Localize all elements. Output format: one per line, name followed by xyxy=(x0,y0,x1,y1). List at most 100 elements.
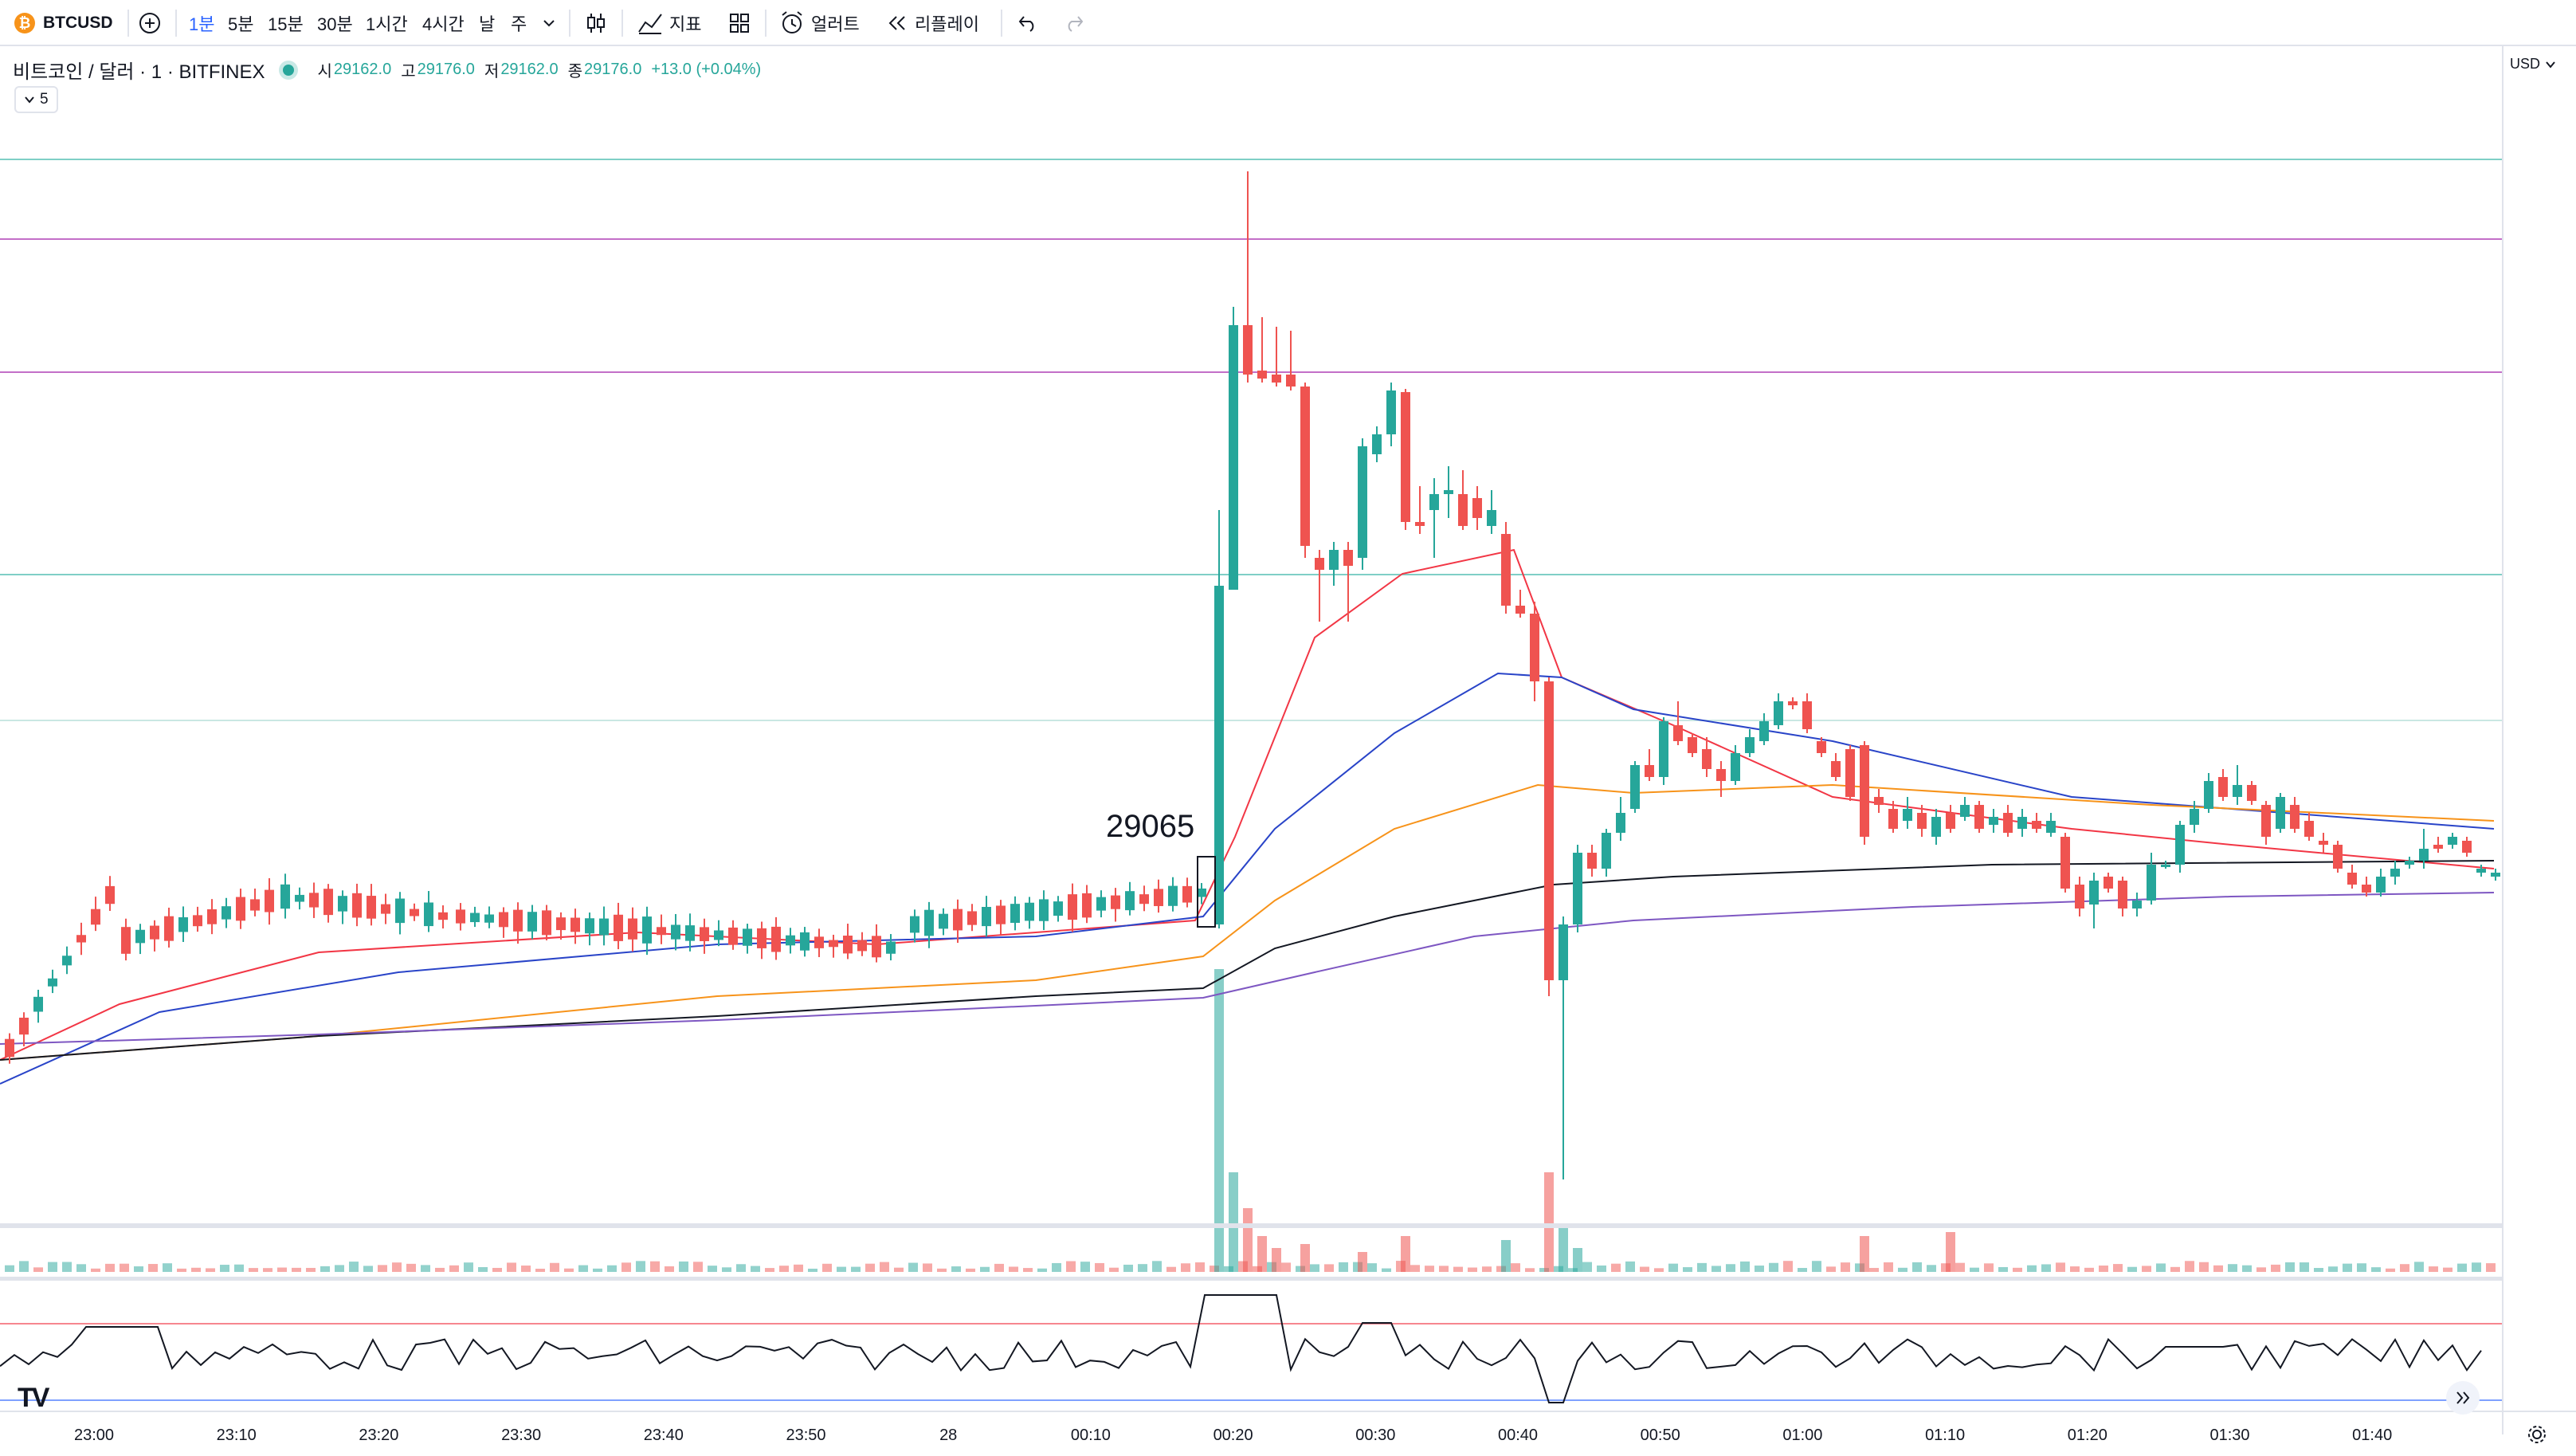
add-symbol-button[interactable] xyxy=(134,0,166,46)
moving-average-line xyxy=(0,548,2495,1061)
candle-body xyxy=(671,924,680,940)
moving-average-line xyxy=(0,892,2495,1045)
candle-body xyxy=(2032,821,2041,829)
volume-bar xyxy=(1152,1261,1162,1272)
volume-bar xyxy=(1640,1266,1649,1272)
candle-body xyxy=(700,927,709,941)
candle-body xyxy=(105,885,115,905)
candle-body xyxy=(513,909,523,932)
symbol-title[interactable]: 비트코인 / 달러 · 1 · BITFINEX xyxy=(13,61,265,83)
candle-body xyxy=(1358,446,1367,558)
volume-bar xyxy=(406,1263,416,1272)
candlesticks xyxy=(5,171,2500,1179)
volume-bars xyxy=(5,969,2496,1272)
interval-day[interactable]: 날 xyxy=(479,14,496,34)
candle-body xyxy=(982,907,991,927)
legend-collapse-button[interactable]: 5 xyxy=(14,86,58,113)
pane-separator[interactable] xyxy=(0,1223,2502,1228)
replay-button[interactable]: 리플레이 xyxy=(886,0,979,46)
toolbar-divider xyxy=(175,10,177,37)
volume-bar xyxy=(263,1268,272,1272)
volume-bar xyxy=(1683,1267,1692,1272)
candle-body xyxy=(1745,737,1755,753)
rsi-line xyxy=(0,1294,2482,1403)
low-label: 저 xyxy=(484,63,500,80)
chart-type-button[interactable] xyxy=(580,0,612,46)
interval-5m[interactable]: 5분 xyxy=(228,14,254,34)
volume-bar xyxy=(937,1268,947,1272)
moving-average-line xyxy=(0,860,2495,1061)
candle-body xyxy=(800,932,810,951)
layouts-button[interactable] xyxy=(723,0,755,46)
volume-bar xyxy=(2056,1262,2065,1272)
chart-legend: 비트코인 / 달러 · 1 · BITFINEX 시 29162.0 고 291… xyxy=(13,56,770,84)
candle-body xyxy=(1802,701,1812,729)
candle-body xyxy=(1096,897,1106,911)
volume-bar xyxy=(1860,1236,1869,1272)
candle-body xyxy=(1917,813,1927,829)
candle-body xyxy=(1082,893,1092,918)
volume-bar xyxy=(1080,1262,1090,1272)
interval-30m[interactable]: 30분 xyxy=(317,14,353,34)
currency-selector[interactable]: USD xyxy=(2510,56,2556,73)
symbol-search-button[interactable]: ₿ BTCUSD xyxy=(14,0,113,46)
pane-separator[interactable] xyxy=(0,1277,2502,1281)
interval-1m[interactable]: 1분 xyxy=(189,14,215,34)
close-value: 29176.0 xyxy=(584,61,642,78)
double-chevron-right-icon xyxy=(2456,1391,2470,1404)
alert-button[interactable]: 얼러트 xyxy=(779,0,860,46)
annotation-label[interactable]: 29065 xyxy=(1106,809,1194,844)
candle-body xyxy=(236,897,245,921)
volume-bar xyxy=(1166,1266,1176,1272)
candle-body xyxy=(1386,390,1396,434)
candle-body xyxy=(1039,899,1049,921)
volume-bar xyxy=(679,1261,688,1272)
interval-4h[interactable]: 4시간 xyxy=(422,14,465,34)
volume-bar xyxy=(951,1266,961,1272)
undo-button[interactable] xyxy=(1014,0,1042,46)
interval-dropdown-button[interactable] xyxy=(539,0,559,46)
volume-bar xyxy=(1052,1262,1061,1272)
annotation-box[interactable] xyxy=(1197,856,1216,928)
candle-body xyxy=(1182,885,1192,903)
interval-week[interactable]: 주 xyxy=(511,14,527,34)
time-tick-label: 01:30 xyxy=(2209,1427,2249,1444)
candle-body xyxy=(542,910,551,936)
indicators-button[interactable]: 지표 xyxy=(637,0,701,46)
volume-bar xyxy=(2328,1266,2338,1272)
candle-body xyxy=(1573,853,1582,924)
rewind-icon xyxy=(888,16,905,30)
volume-bar xyxy=(220,1265,229,1272)
time-tick-label: 23:40 xyxy=(644,1427,684,1444)
interval-1h[interactable]: 1시간 xyxy=(366,14,408,34)
toolbar-divider xyxy=(765,10,767,37)
candle-body xyxy=(2147,865,2156,901)
volume-bar xyxy=(1726,1264,1735,1272)
volume-bar xyxy=(1998,1266,2008,1272)
volume-bar xyxy=(449,1265,459,1272)
candle-body xyxy=(1010,904,1020,923)
candle-body xyxy=(1472,498,1482,518)
candle-body xyxy=(1168,885,1178,906)
redo-button[interactable] xyxy=(1060,0,1088,46)
candle-body xyxy=(309,893,319,908)
volume-bar xyxy=(2013,1267,2022,1272)
chevron-down-icon xyxy=(25,96,34,104)
volume-bar xyxy=(177,1268,186,1272)
volume-bar xyxy=(2027,1265,2037,1272)
price-scale[interactable] xyxy=(2502,46,2576,1434)
candle-body xyxy=(1501,534,1511,606)
scroll-to-realtime-button[interactable] xyxy=(2446,1381,2480,1415)
interval-15m[interactable]: 15분 xyxy=(268,14,304,34)
candle-body xyxy=(295,894,304,902)
volume-bar xyxy=(1453,1266,1463,1272)
candle-body xyxy=(714,930,723,940)
volume-bar xyxy=(2429,1266,2438,1272)
chart-settings-button[interactable] xyxy=(2526,1423,2548,1452)
volume-bar xyxy=(2156,1263,2166,1272)
indicators-icon xyxy=(638,14,662,34)
volume-bar xyxy=(1573,1248,1582,1272)
candle-body xyxy=(857,940,867,952)
volume-bar xyxy=(1425,1266,1434,1272)
